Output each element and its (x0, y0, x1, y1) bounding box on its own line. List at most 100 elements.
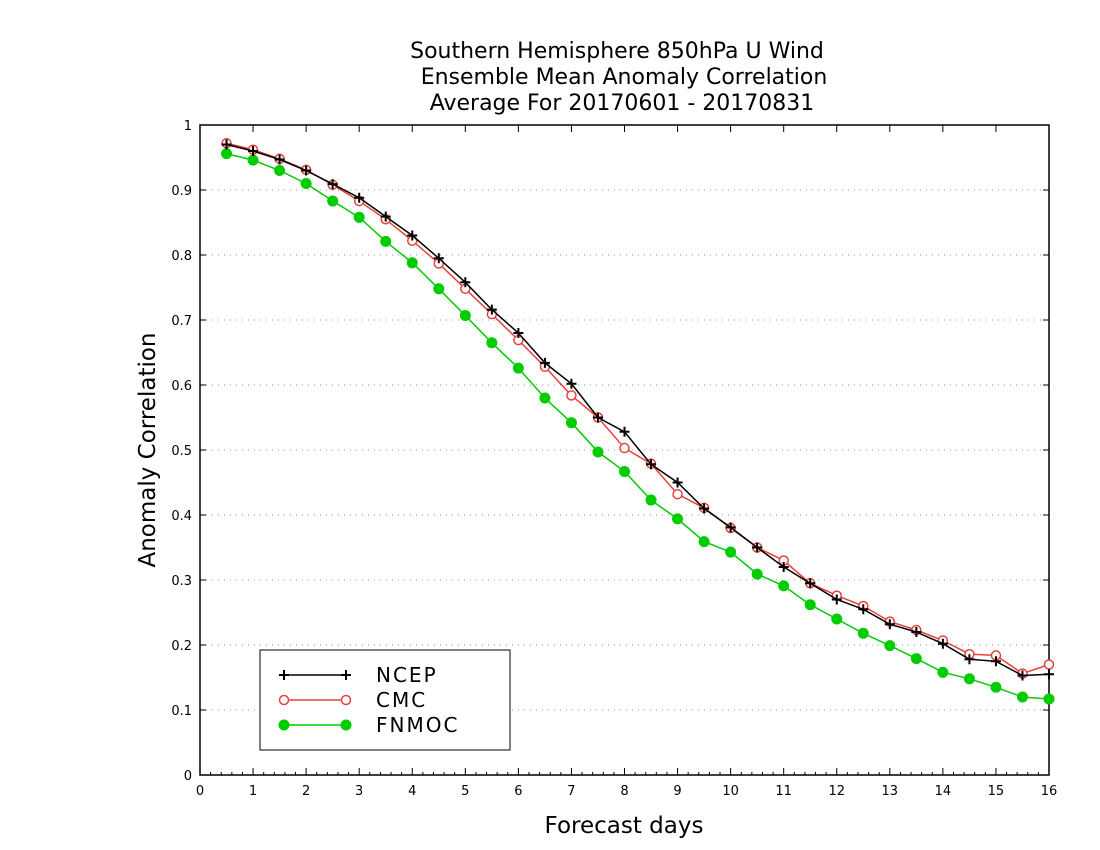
point-fnmoc-22 (804, 599, 816, 611)
point-ncep-0 (221, 139, 232, 150)
x-tick-label-5: 5 (461, 784, 469, 799)
x-tick-label-8: 8 (620, 784, 628, 799)
series-cmc (221, 137, 1055, 679)
chart-title-line-3: Average For 20170601 - 20170831 (430, 91, 815, 116)
point-ncep-24 (858, 604, 869, 615)
x-tick-label-6: 6 (514, 784, 522, 799)
x-tick-label-16: 16 (1041, 784, 1058, 799)
point-ncep-28 (964, 654, 975, 665)
point-ncep-9 (460, 277, 471, 288)
point-ncep-11 (513, 328, 524, 338)
y-tick-label-2: 0.2 (171, 639, 192, 654)
y-tick-label-1: 0.1 (171, 704, 192, 719)
point-fnmoc-1 (247, 154, 259, 166)
x-axis: 0 1 2 3 4 5 6 7 8 9 10 11 12 13 14 15 16 (196, 125, 1057, 799)
series-line-fnmoc (226, 152, 1050, 700)
legend-marker-left-cmc (278, 694, 290, 706)
point-fnmoc-12 (539, 392, 551, 404)
y-tick-label-4: 0.4 (171, 509, 192, 524)
x-tick-label-13: 13 (882, 784, 899, 799)
point-fnmoc-13 (565, 417, 577, 429)
legend-marker-right-cmc (340, 694, 352, 706)
chart-title: Southern Hemisphere 850hPa U Wind Ensemb… (410, 39, 827, 116)
x-tick-label-7: 7 (567, 784, 575, 799)
point-ncep-3 (301, 165, 312, 176)
point-fnmoc-31 (1043, 693, 1055, 705)
point-fnmoc-28 (963, 673, 975, 685)
point-fnmoc-27 (937, 666, 949, 678)
point-ncep-18 (699, 503, 710, 514)
series-ncep (221, 139, 1054, 681)
series-line-ncep (226, 143, 1050, 677)
point-ncep-15 (619, 426, 630, 437)
point-ncep-10 (486, 304, 497, 315)
point-ncep-14 (592, 412, 603, 423)
point-ncep-6 (380, 211, 391, 222)
point-fnmoc-14 (592, 446, 604, 458)
x-tick-label-10: 10 (722, 784, 739, 799)
point-fnmoc-20 (751, 568, 763, 580)
y-tick-label-6: 0.6 (171, 379, 192, 394)
point-fnmoc-7 (406, 257, 418, 269)
x-axis-label: Forecast days (545, 813, 704, 839)
point-fnmoc-24 (857, 627, 869, 639)
legend-marker-left-fnmoc (278, 719, 290, 731)
point-ncep-13 (566, 378, 577, 389)
point-cmc-15 (619, 442, 630, 454)
point-ncep-30 (1017, 670, 1028, 681)
x-tick-label-15: 15 (988, 784, 1005, 799)
point-ncep-16 (646, 459, 657, 470)
x-tick-label-9: 9 (673, 784, 681, 799)
legend-label-fnmoc: FNMOC (376, 713, 459, 737)
point-cmc-13 (566, 390, 577, 401)
point-fnmoc-9 (459, 309, 471, 321)
point-cmc-17 (672, 488, 683, 500)
point-fnmoc-6 (380, 235, 392, 247)
y-tick-label-0: 0 (184, 769, 192, 784)
point-fnmoc-15 (619, 465, 630, 477)
legend-label-ncep: NCEP (376, 663, 438, 687)
point-ncep-5 (354, 192, 365, 203)
point-fnmoc-17 (672, 513, 684, 525)
point-ncep-21 (778, 562, 789, 572)
point-ncep-26 (911, 627, 922, 637)
x-tick-label-4: 4 (408, 784, 416, 799)
point-fnmoc-5 (353, 211, 365, 223)
x-tick-label-0: 0 (196, 784, 204, 799)
point-ncep-12 (539, 357, 550, 368)
x-tick-label-1: 1 (249, 784, 257, 799)
point-fnmoc-2 (274, 165, 286, 176)
point-fnmoc-23 (831, 613, 843, 625)
legend-item-cmc: CMC (278, 688, 427, 712)
point-ncep-19 (725, 522, 736, 533)
point-ncep-7 (407, 230, 418, 241)
point-ncep-17 (672, 477, 683, 488)
point-fnmoc-19 (725, 546, 737, 558)
point-ncep-4 (327, 179, 338, 190)
point-fnmoc-4 (327, 195, 339, 207)
x-tick-label-2: 2 (302, 784, 310, 799)
series-line-cmc (226, 142, 1050, 675)
point-ncep-1 (248, 146, 259, 156)
x-tick-label-12: 12 (828, 784, 845, 799)
point-ncep-29 (990, 656, 1001, 667)
y-axis-label: Anomaly Correlation (135, 332, 161, 567)
legend-marker-left-ncep (279, 670, 289, 680)
chart-title-line-2: Ensemble Mean Anomaly Correlation (421, 65, 828, 90)
x-tick-label-11: 11 (775, 784, 792, 799)
point-ncep-8 (433, 253, 444, 264)
legend-label-cmc: CMC (376, 688, 427, 712)
point-ncep-27 (937, 638, 948, 649)
y-tick-label-7: 0.7 (171, 314, 192, 329)
point-ncep-25 (884, 619, 895, 630)
point-fnmoc-18 (698, 536, 710, 548)
point-fnmoc-30 (1016, 691, 1028, 703)
point-fnmoc-8 (433, 283, 445, 295)
point-fnmoc-21 (778, 580, 790, 592)
legend-marker-right-ncep (341, 670, 351, 680)
point-fnmoc-10 (486, 337, 498, 349)
series-fnmoc (221, 148, 1055, 705)
point-ncep-23 (831, 594, 842, 605)
